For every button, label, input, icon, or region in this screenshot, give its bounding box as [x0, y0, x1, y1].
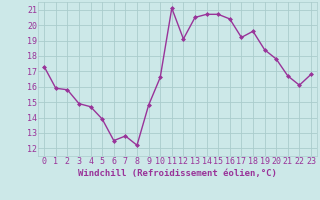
X-axis label: Windchill (Refroidissement éolien,°C): Windchill (Refroidissement éolien,°C) [78, 169, 277, 178]
